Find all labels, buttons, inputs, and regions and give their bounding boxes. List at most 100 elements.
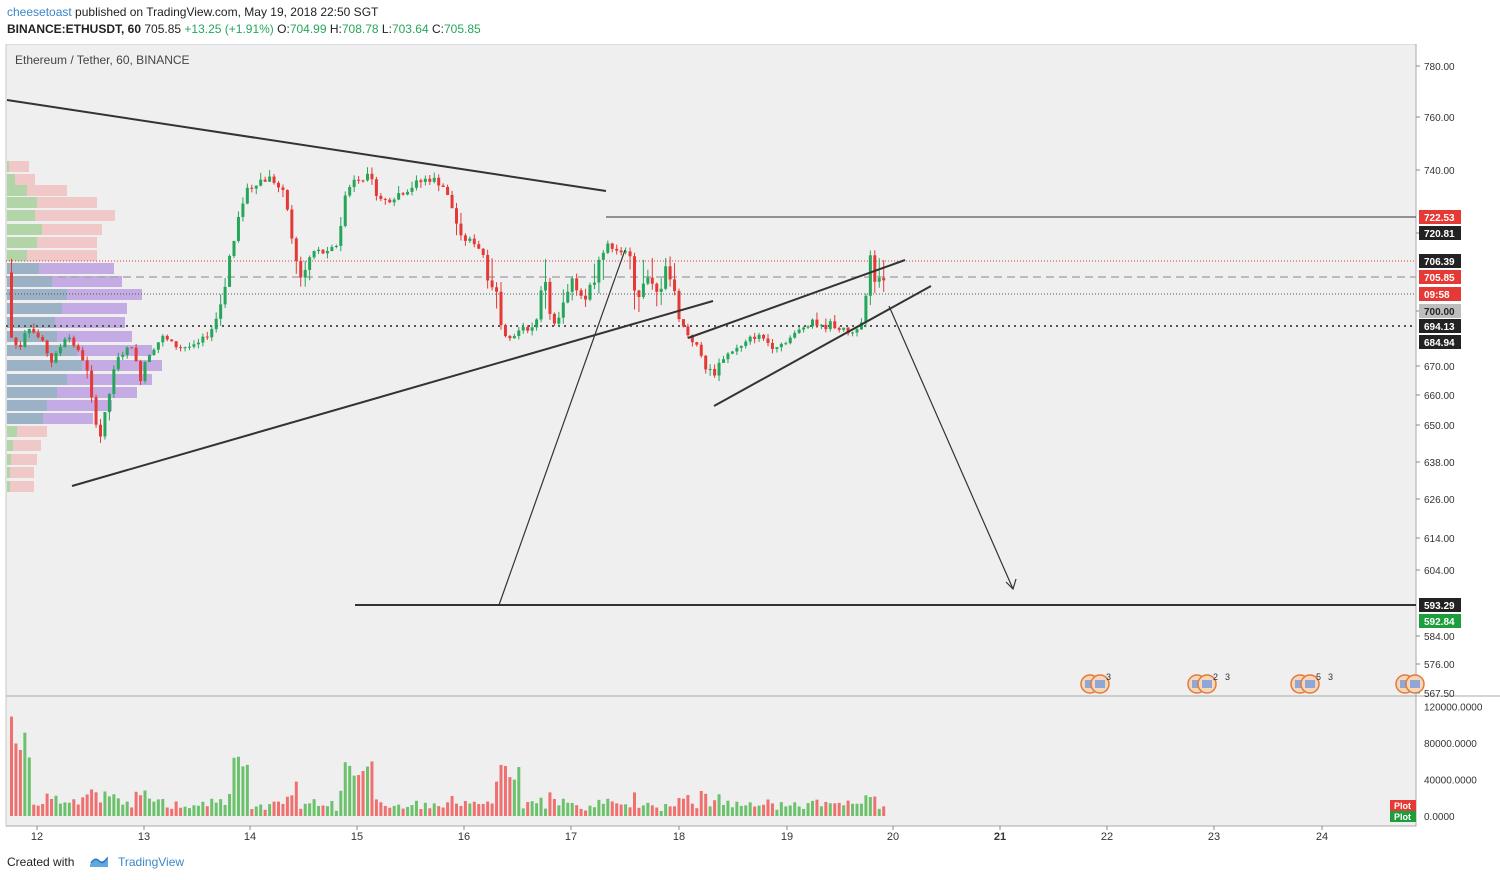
ohlc-close: 705.85	[443, 22, 481, 36]
candle-body	[219, 304, 223, 319]
candle-body	[539, 290, 543, 320]
time-tick-label: 21	[994, 831, 1006, 843]
volume-bar	[708, 806, 712, 816]
chart-title: Ethereum / Tether, 60, BINANCE	[15, 53, 190, 67]
profile-up-bar	[7, 185, 27, 196]
volume-bar	[552, 798, 556, 816]
candle-body	[601, 252, 605, 260]
candle-body	[165, 335, 169, 340]
price-tick-label: 567.50	[1424, 689, 1455, 700]
candle-body	[112, 369, 116, 394]
volume-bar	[432, 803, 436, 816]
profile-down-bar	[42, 224, 102, 235]
candle-body	[530, 327, 534, 331]
candle-body	[174, 341, 178, 348]
volume-bar	[788, 805, 792, 816]
candle-body	[459, 223, 463, 236]
candle-body	[641, 283, 645, 297]
volume-bar	[811, 800, 814, 816]
flag-icon	[1202, 680, 1212, 688]
volume-bar	[401, 808, 405, 816]
candle-body	[592, 282, 596, 285]
candle-body	[23, 333, 27, 347]
ohlc-open: 704.99	[289, 22, 327, 36]
candle-body	[766, 338, 770, 343]
volume-bar	[410, 805, 414, 816]
price-label-box	[1419, 254, 1461, 268]
volume-bar	[419, 809, 423, 816]
volume-bar	[503, 765, 507, 816]
candle-body	[214, 318, 218, 330]
volume-bar	[428, 808, 432, 816]
target-arrow-line	[888, 305, 1014, 590]
last-price: 705.85	[144, 22, 182, 36]
price-label-box	[1419, 319, 1461, 333]
volume-bar	[597, 799, 601, 816]
volume-bar	[757, 805, 761, 816]
volume-bar	[530, 801, 534, 816]
volume-bar	[486, 801, 490, 816]
volume-tick-label: 0.0000	[1424, 812, 1455, 823]
candle-body	[277, 182, 280, 188]
profile-down-bar	[9, 161, 29, 172]
time-tick-label: 19	[781, 831, 793, 843]
plot-background	[5, 44, 1417, 827]
candle-body	[272, 176, 276, 183]
volume-bar	[806, 803, 810, 816]
volume-bar	[174, 801, 178, 816]
volume-bar	[713, 800, 717, 816]
volume-bar	[477, 804, 481, 816]
candle-body	[495, 287, 499, 292]
price-label: 706.39	[1424, 257, 1455, 268]
volume-bar	[548, 792, 552, 816]
profile-down-bar	[10, 481, 34, 492]
profile-up-bar	[7, 374, 67, 385]
volume-bar	[196, 805, 200, 816]
price-label: 593.29	[1424, 601, 1455, 612]
candle-body	[628, 251, 632, 257]
candle-body	[388, 199, 392, 203]
candle-body	[610, 243, 614, 249]
profile-up-bar	[7, 224, 42, 235]
volume-bar	[770, 803, 774, 816]
volume-bar	[695, 808, 699, 816]
candle-body	[18, 344, 22, 347]
volume-bar	[348, 765, 352, 816]
candle-body	[548, 281, 552, 314]
price-tick-label: 660.00	[1424, 391, 1455, 402]
candle-body	[139, 361, 143, 382]
candle-body	[397, 193, 401, 200]
tradingview-logo-icon	[90, 856, 108, 867]
ohlc-low-label: L:	[381, 22, 392, 36]
candle-body	[170, 339, 174, 342]
volume-bar	[539, 797, 543, 816]
profile-down-bar	[35, 210, 115, 221]
candle-body	[254, 185, 258, 189]
candle-body	[147, 355, 151, 363]
volume-bar	[45, 793, 49, 816]
volume-bar	[450, 796, 454, 816]
volume-bar	[383, 805, 387, 816]
volume-bar	[775, 809, 779, 816]
candle-body	[383, 198, 387, 200]
candle-body	[183, 347, 187, 349]
volume-bar	[851, 803, 855, 816]
volume-bar	[842, 805, 846, 816]
candle-body	[370, 173, 374, 180]
volume-bar	[259, 804, 263, 816]
volume-bar	[517, 767, 521, 816]
candle-body	[143, 362, 147, 382]
author-link[interactable]: cheesetoast	[7, 5, 72, 19]
volume-bar	[463, 800, 467, 816]
candle-body	[121, 354, 125, 357]
volume-bar	[673, 806, 677, 816]
candle-body	[250, 187, 254, 189]
price-change: +13.25 (+1.91%)	[184, 22, 274, 36]
volume-bar	[566, 802, 570, 816]
candle-body	[312, 251, 316, 258]
tradingview-link[interactable]: TradingView	[118, 855, 185, 869]
volume-bar	[303, 803, 307, 816]
trendline-drawings[interactable]	[6, 99, 1017, 606]
